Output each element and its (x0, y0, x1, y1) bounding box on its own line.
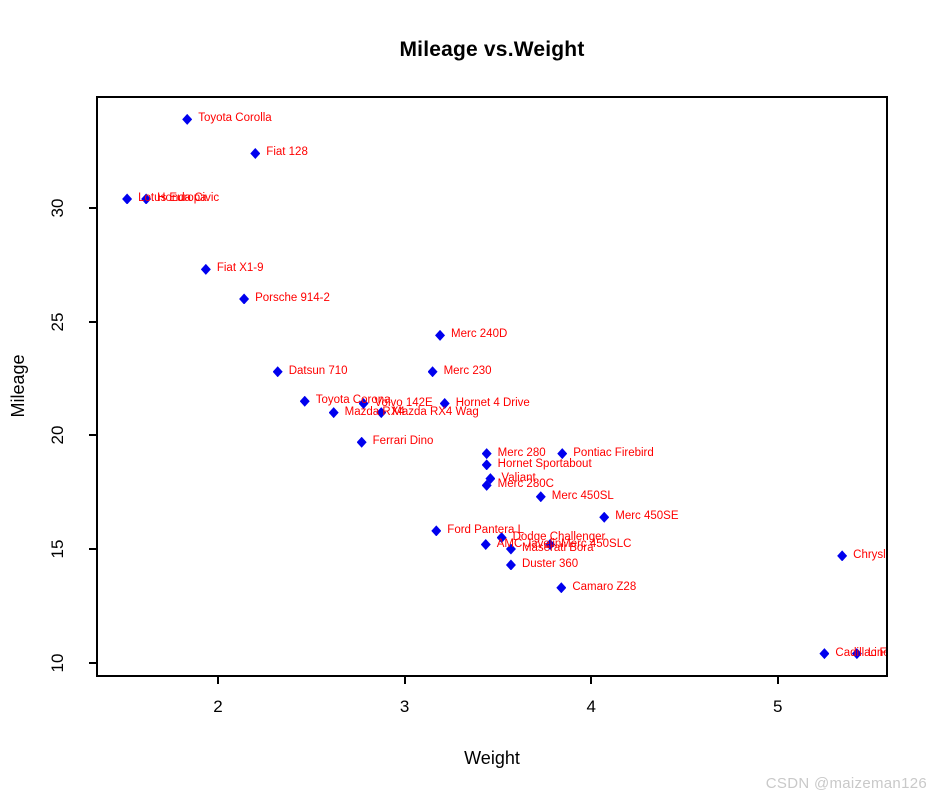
data-point (200, 263, 211, 275)
point-label: Ford Pantera L (447, 523, 525, 536)
data-point (851, 648, 862, 660)
plot-area: Mazda RX4 Mazda RX4 Wag Datsun 710 Hornet 4… (96, 96, 888, 677)
data-point (376, 407, 387, 419)
data-point (545, 539, 556, 550)
point-label: Mazda RX4 Wag (392, 405, 479, 418)
point-label: Honda Civic (157, 191, 220, 204)
data-point (819, 648, 830, 660)
point-label: Valiant (501, 471, 536, 484)
x-tick (216, 677, 219, 684)
data-point (299, 395, 310, 407)
point-label: Datsun 710 (288, 364, 348, 377)
point-label: Merc 280C (497, 478, 554, 491)
data-point (481, 448, 492, 460)
point-label: Merc 230 (443, 364, 492, 377)
data-point (141, 193, 152, 205)
y-tick-label: 20 (48, 425, 67, 445)
data-point (505, 559, 516, 571)
data-point (556, 582, 567, 594)
point-label: Lincoln Continental (867, 646, 886, 659)
data-point (485, 473, 496, 485)
point-label: AMC Javelin (496, 537, 562, 550)
watermark: CSDN @maizeman126 (765, 775, 927, 792)
data-point (439, 398, 450, 410)
y-tick-label: 15 (48, 539, 67, 559)
x-tick-label: 3 (399, 697, 410, 716)
data-point (356, 436, 367, 448)
point-label: Merc 450SLC (561, 537, 632, 550)
data-point (481, 459, 492, 471)
x-tick (590, 677, 593, 684)
chart-title: Mileage vs.Weight (399, 38, 585, 61)
y-tick-label: 10 (48, 653, 67, 673)
data-point (505, 543, 516, 555)
point-label: Lotus Europa (138, 191, 207, 204)
x-tick-label: 5 (773, 697, 783, 716)
y-axis-title: Mileage (7, 354, 28, 418)
point-label: Fiat X1-9 (216, 262, 264, 275)
point-label: Merc 450SL (551, 489, 614, 502)
data-point (837, 550, 848, 562)
data-point (182, 113, 193, 125)
y-tick-label: 30 (48, 198, 67, 218)
y-tick (89, 434, 96, 437)
point-label: Mazda RX4 (344, 405, 405, 418)
x-tick-label: 2 (213, 697, 223, 716)
point-label: Hornet 4 Drive (455, 396, 530, 409)
point-label: Volvo 142E (374, 396, 433, 409)
x-axis-title: Weight (464, 748, 520, 768)
x-tick-label: 4 (586, 697, 596, 716)
y-tick (89, 320, 96, 323)
data-point (328, 407, 339, 419)
point-label: Hornet Sportabout (497, 457, 592, 470)
data-point (480, 539, 491, 550)
point-label: Toyota Corolla (198, 112, 272, 125)
point-label: Dodge Challenger (512, 530, 606, 543)
point-label: Merc 450SE (615, 510, 679, 523)
y-tick (89, 661, 96, 664)
data-point (496, 532, 507, 544)
point-label: Maserati Bora (521, 542, 594, 555)
point-label: Porsche 914-2 (255, 291, 330, 304)
data-point (272, 366, 283, 378)
data-point (358, 398, 369, 410)
point-label: Ferrari Dino (372, 435, 434, 448)
point-label: Toyota Corona (315, 394, 391, 407)
data-point (239, 293, 250, 305)
data-point (557, 448, 568, 460)
data-point (250, 147, 261, 159)
data-point (427, 366, 438, 378)
point-label: Fiat 128 (266, 146, 308, 159)
point-label: Camaro Z28 (572, 580, 637, 593)
point-label: Cadillac Fleetwood (835, 646, 887, 659)
data-point (599, 511, 610, 523)
point-label: Merc 240D (451, 328, 508, 341)
point-label: Chrysler Imperial (853, 548, 886, 561)
point-label: Duster 360 (521, 557, 579, 570)
data-point (435, 329, 446, 341)
y-tick-label: 25 (48, 312, 67, 332)
point-label: Merc 280 (497, 446, 546, 459)
x-tick (403, 677, 406, 684)
y-tick (89, 548, 96, 551)
x-tick (776, 677, 779, 684)
data-point (431, 525, 442, 537)
point-label: Pontiac Firebird (573, 446, 654, 459)
data-point (535, 491, 546, 503)
y-tick (89, 207, 96, 210)
data-point (481, 479, 492, 491)
data-point (122, 193, 133, 205)
